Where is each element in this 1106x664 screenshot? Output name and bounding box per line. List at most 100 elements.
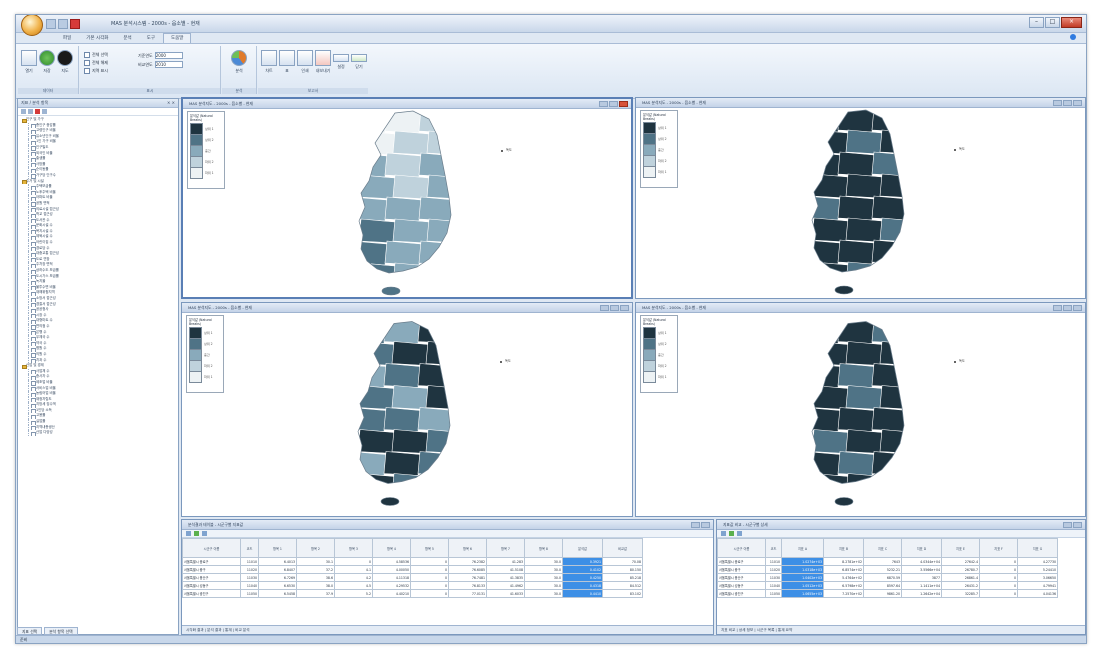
map-region[interactable] <box>384 240 422 266</box>
map-region[interactable] <box>351 240 388 266</box>
table-cell[interactable]: 서울특별시 성동구 <box>717 581 766 590</box>
table-cell[interactable]: 서울특별시 종로구 <box>717 557 766 566</box>
minimize-icon[interactable]: – <box>1029 17 1044 28</box>
table-cell[interactable]: 3.06650 <box>1017 573 1058 582</box>
map-region[interactable] <box>358 429 395 454</box>
map-region[interactable] <box>804 108 841 133</box>
table-cell[interactable]: 77.0131 <box>448 589 487 598</box>
tree-item[interactable]: 고용률 <box>22 413 178 420</box>
table-cell[interactable]: 38.6 <box>296 573 335 582</box>
table-cell[interactable]: 37.9 <box>296 589 335 598</box>
map-region[interactable] <box>804 451 841 476</box>
table-cell[interactable]: 서울특별시 광진구 <box>717 589 766 598</box>
map-region[interactable] <box>417 363 454 388</box>
chart-button[interactable]: 차트 <box>260 50 278 74</box>
map-region[interactable] <box>425 429 462 454</box>
map-region[interactable] <box>426 174 463 200</box>
map-region[interactable] <box>418 196 455 222</box>
map-region[interactable] <box>879 341 916 366</box>
table-cell[interactable]: 11030 <box>240 573 259 582</box>
map-region[interactable] <box>392 174 430 200</box>
print-button[interactable]: 인쇄 <box>296 50 314 74</box>
table-cell[interactable]: 1.0655e+03 <box>781 589 824 598</box>
table-cell[interactable]: 6.8574e+02 <box>823 565 864 574</box>
map-region[interactable] <box>425 385 462 410</box>
tree-item[interactable]: 녹지율 <box>22 279 178 285</box>
map-region[interactable] <box>837 451 875 476</box>
panel-close-icon[interactable]: × × <box>167 100 175 105</box>
map-region[interactable] <box>391 429 429 454</box>
map-region[interactable] <box>426 262 463 287</box>
deselect-all-check[interactable]: 전체 해제 <box>84 60 108 66</box>
table-cell[interactable]: 41.5108 <box>486 565 525 574</box>
table-cell[interactable]: 0 <box>979 581 1018 590</box>
table-cell[interactable]: 서울특별시 중구 <box>182 565 241 574</box>
table-cell[interactable]: 76.7481 <box>448 573 487 582</box>
column-header[interactable]: 지표 A <box>781 538 824 558</box>
map-region[interactable] <box>812 341 849 366</box>
table-cell[interactable]: 6870.59 <box>863 573 902 582</box>
table-cell[interactable]: 0 <box>979 589 1018 598</box>
map-window-3[interactable]: MAS 분석지도 - 2000s - 읍소별 - 현재 분석값 (Natural… <box>181 302 633 517</box>
table-cell[interactable]: 0.4318 <box>562 581 603 590</box>
maximize-icon[interactable] <box>609 101 618 107</box>
table-cell[interactable]: 4.40210 <box>372 589 411 598</box>
table-cell[interactable]: 5.24410 <box>1017 565 1058 574</box>
table-row[interactable]: 서울특별시 중구 11020 6.8407 37.2 4.1 4.00050 0 76.608… <box>182 565 643 574</box>
map-region[interactable] <box>871 195 908 221</box>
table-cell[interactable]: 30.0 <box>524 589 563 598</box>
choropleth-map[interactable] <box>333 109 463 299</box>
tree-item[interactable]: 공원 면적 <box>22 200 178 207</box>
close-icon[interactable]: × <box>1061 17 1082 28</box>
maximize-icon[interactable] <box>1063 100 1072 106</box>
column-header[interactable]: 지표 F <box>979 538 1018 558</box>
result-table[interactable]: 시군구 이름 코드 항목 1 항목 2 항목 3 항목 4 항목 5 항목 6 항목 7 항목 8… <box>182 538 643 598</box>
map-region[interactable] <box>426 130 463 156</box>
map-region[interactable] <box>358 473 395 498</box>
select-all-check[interactable]: 전체 선택 <box>84 52 108 58</box>
tree-item[interactable]: 불투수면 비율 <box>22 284 178 291</box>
compare-year-input[interactable]: 2010 <box>154 61 183 68</box>
map-region[interactable] <box>871 363 908 388</box>
open-button[interactable]: 열기 <box>20 50 38 74</box>
table-cell[interactable]: 0.4102 <box>562 565 603 574</box>
table-cell[interactable]: 76.6085 <box>448 565 487 574</box>
map-region[interactable] <box>358 341 395 366</box>
table-cell[interactable]: 4.00050 <box>372 565 411 574</box>
undo-icon[interactable] <box>58 19 68 29</box>
table-cell[interactable]: 76.2382 <box>448 557 487 566</box>
tree-item[interactable]: 도시가스 보급률 <box>22 273 178 280</box>
column-header[interactable]: 코드 <box>240 538 259 558</box>
map-region[interactable] <box>359 174 396 200</box>
map-region[interactable] <box>804 239 841 265</box>
tree-item[interactable]: 학교 접근성 <box>22 212 178 218</box>
table-cell[interactable]: 38.0 <box>296 581 335 590</box>
table-cell[interactable]: 26861.4 <box>941 573 980 582</box>
table-cell[interactable]: 11010 <box>240 557 259 566</box>
compare-year-field[interactable]: 비교연도 2010 <box>138 61 183 68</box>
column-header[interactable]: 항목 2 <box>296 538 335 558</box>
map-region[interactable] <box>350 407 387 432</box>
table-cell[interactable]: 4.1 <box>334 565 373 574</box>
minimize-icon[interactable] <box>1053 305 1062 311</box>
table-cell[interactable]: 11050 <box>765 589 782 598</box>
minimize-icon[interactable] <box>599 101 608 107</box>
map-region[interactable] <box>384 196 422 222</box>
map-region[interactable] <box>837 151 875 177</box>
table-cell[interactable]: 41.3835 <box>486 573 525 582</box>
column-header[interactable]: 항목 3 <box>334 538 373 558</box>
maximize-icon[interactable]: □ <box>1045 17 1060 28</box>
table-cell[interactable]: 1.0318e+03 <box>781 565 824 574</box>
map-region[interactable] <box>804 195 841 221</box>
refresh-icon[interactable] <box>42 109 47 114</box>
tree-item[interactable]: 경찰서 접근성 <box>22 301 178 308</box>
table-cell[interactable]: 83.102 <box>602 589 643 598</box>
tab-indicator-select[interactable]: 지표 선택 <box>17 627 43 635</box>
pin-icon[interactable] <box>1063 522 1072 528</box>
choropleth-map[interactable] <box>786 317 916 512</box>
map-region[interactable] <box>845 341 883 366</box>
jeju-island[interactable] <box>381 286 401 296</box>
tab-file[interactable]: 파일 <box>63 36 72 41</box>
export-icon[interactable] <box>721 531 726 536</box>
map-region[interactable] <box>384 152 422 178</box>
